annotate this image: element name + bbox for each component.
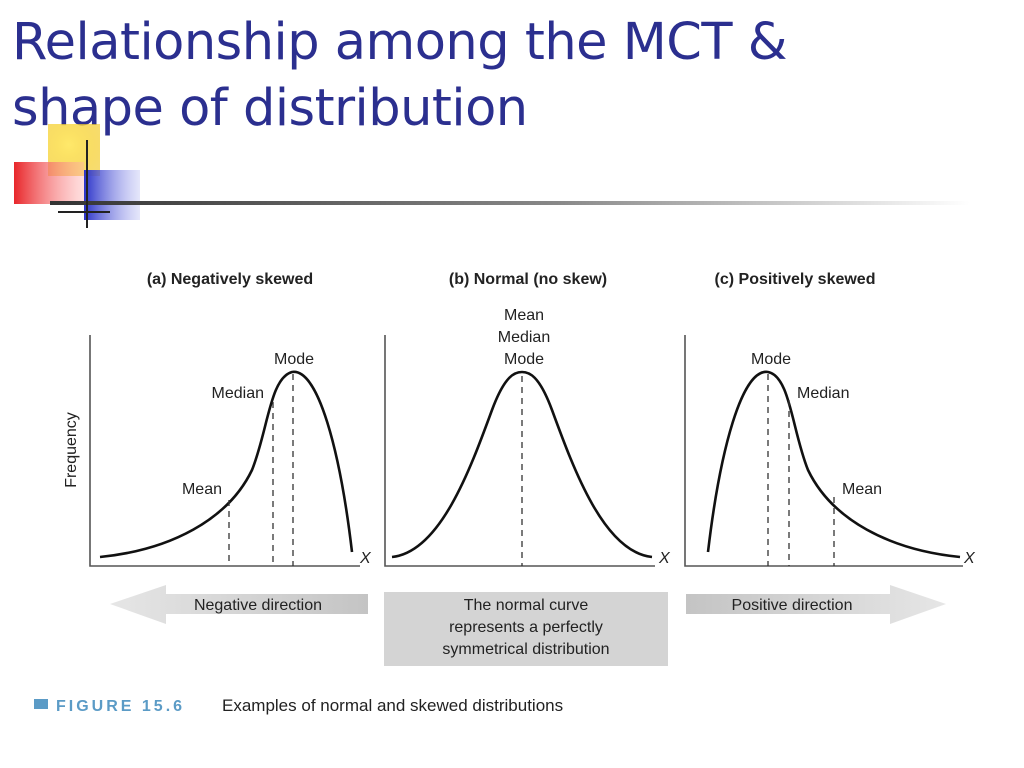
caption-number: FIGURE 15.6 (56, 698, 185, 715)
negative-direction-label: Negative direction (194, 597, 322, 614)
y-axis-label: Frequency (63, 412, 80, 488)
panel-c-mean-label: Mean (842, 481, 882, 498)
normal-note-line-1: The normal curve (464, 597, 589, 614)
panel-a-mean-label: Mean (182, 481, 222, 498)
slide-title: Relationship among the MCT & shape of di… (12, 10, 1012, 143)
panel-c-median-label: Median (797, 385, 849, 402)
panel-b-mode-label: Mode (504, 351, 544, 368)
panel-a-mode-label: Mode (274, 351, 314, 368)
normal-note-line-2: represents a perfectly (449, 619, 603, 636)
panel-a-title: (a) Negatively skewed (147, 271, 313, 288)
caption-marker (34, 699, 48, 709)
panel-positively-skewed: (c) Positively skewed X Mode Median Mean… (684, 271, 976, 624)
normal-curve-note-box (384, 592, 668, 666)
panel-c-title: (c) Positively skewed (715, 271, 876, 288)
panel-a-curve (99, 370, 354, 559)
panel-normal: (b) Normal (no skew) X Mean Median Mode … (384, 271, 671, 666)
panel-b-curve (391, 370, 653, 559)
panel-c-axes (684, 335, 963, 567)
negative-direction-arrow (110, 585, 368, 624)
panel-b-mean-label: Mean (504, 307, 544, 324)
positive-direction-arrow (686, 585, 946, 624)
panel-c-x-label: X (963, 550, 976, 567)
panel-b-axes (384, 335, 655, 567)
panel-a-x-label: X (359, 550, 372, 567)
positive-direction-label: Positive direction (732, 597, 853, 614)
panel-c-mode-label: Mode (751, 351, 791, 368)
panel-a-axes (89, 335, 360, 567)
normal-note-line-3: symmetrical distribution (442, 641, 609, 658)
figure-caption: FIGURE 15.6 Examples of normal and skewe… (34, 696, 563, 715)
panel-negatively-skewed: (a) Negatively skewed X Mode Median Mean… (89, 271, 372, 624)
panel-a-median-label: Median (212, 385, 264, 402)
panel-b-median-label: Median (498, 329, 550, 346)
title-line-1: Relationship among the MCT & (12, 13, 787, 72)
panel-b-x-label: X (658, 550, 671, 567)
caption-text: Examples of normal and skewed distributi… (222, 696, 563, 715)
panel-b-title: (b) Normal (no skew) (449, 271, 607, 288)
